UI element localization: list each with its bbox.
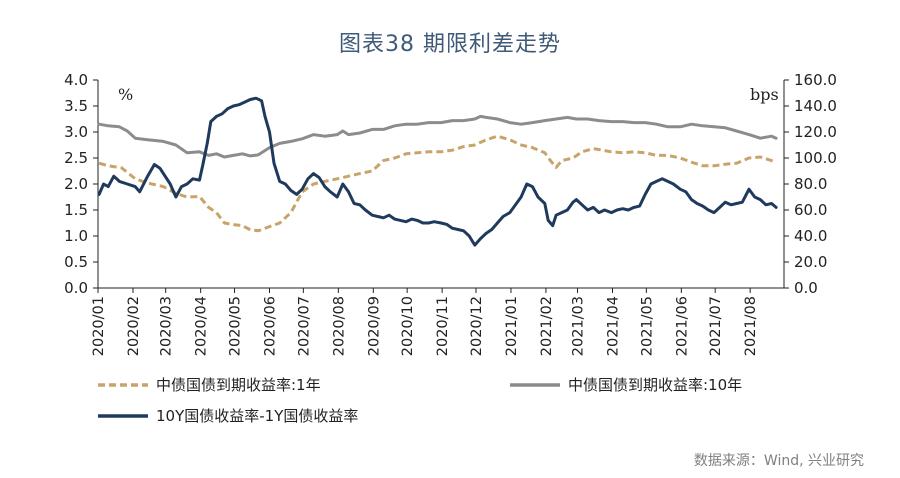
right-tick-label: 160.0: [794, 71, 837, 89]
series-layer: [97, 96, 778, 247]
chart-title: 图表38 期限利差走势: [339, 32, 561, 57]
left-tick-label: 4.0: [64, 71, 88, 89]
x-tick-label: 2020/01: [91, 296, 107, 356]
left-tick-label: 0.5: [64, 253, 88, 271]
x-tick-label: 2020/06: [263, 296, 279, 356]
left-tick-label: 2.5: [64, 149, 88, 167]
x-tick-label: 2021/07: [708, 296, 724, 356]
series-line-2: [97, 114, 778, 159]
left-tick-label: 3.5: [64, 97, 88, 115]
x-tick-label: 2021/08: [743, 296, 759, 356]
x-tick-label: 2020/07: [296, 296, 312, 356]
legend-label-3: 10Y国债收益率-1Y国债收益率: [156, 407, 358, 425]
x-tick-label: 2021/05: [639, 296, 655, 356]
line-chart: 0.0 0.5 1.0 1.5 2.0 2.5 3.0 3.5 4.0 0.0 20.0 40.0 60…: [64, 71, 837, 425]
right-tick-label: 140.0: [794, 97, 837, 115]
legend-label-2: 中债国债到期收益率:10年: [568, 376, 742, 394]
x-tick-label: 2020/04: [194, 296, 210, 356]
right-tick-label: 0.0: [794, 279, 818, 297]
axes: 0.0 0.5 1.0 1.5 2.0 2.5 3.0 3.5 4.0 0.0 20.0 40.0 60…: [64, 71, 837, 356]
source-note: 数据来源：Wind, 兴业研究: [693, 453, 864, 469]
right-tick-label: 40.0: [794, 227, 827, 245]
x-tick-label: 2021/01: [504, 296, 520, 356]
x-tick-label: 2021/06: [674, 296, 690, 356]
left-tick-label: 0.0: [64, 279, 88, 297]
left-tick-label: 1.5: [64, 201, 88, 219]
x-tick-label: 2020/08: [331, 296, 347, 356]
legend: 中债国债到期收益率:1年 中债国债到期收益率:10年 10Y国债收益率-1Y国债收益…: [98, 376, 742, 425]
left-tick-label: 2.0: [64, 175, 88, 193]
x-tick-label: 2021/02: [539, 296, 555, 356]
left-axis-unit: %: [118, 85, 133, 104]
x-tick-label: 2021/04: [606, 296, 622, 356]
left-tick-label: 3.0: [64, 123, 88, 141]
x-tick-label: 2020/09: [366, 296, 382, 356]
x-tick-label: 2020/05: [228, 296, 244, 356]
right-tick-label: 20.0: [794, 253, 827, 271]
right-axis-unit: bps: [750, 85, 779, 104]
legend-label-1: 中债国债到期收益率:1年: [156, 376, 321, 394]
x-tick-label: 2020/10: [400, 296, 416, 356]
right-tick-label: 100.0: [794, 149, 837, 167]
x-tick-label: 2020/02: [126, 296, 142, 356]
x-tick-label: 2021/03: [571, 296, 587, 356]
right-tick-label: 120.0: [794, 123, 837, 141]
series-line-1: [98, 134, 777, 233]
left-tick-label: 1.0: [64, 227, 88, 245]
right-tick-label: 80.0: [794, 175, 827, 193]
right-tick-label: 60.0: [794, 201, 827, 219]
x-tick-label: 2020/03: [159, 296, 175, 356]
series-line-3: [97, 96, 778, 247]
x-tick-label: 2020/11: [435, 296, 451, 356]
x-tick-label: 2020/12: [469, 296, 485, 356]
